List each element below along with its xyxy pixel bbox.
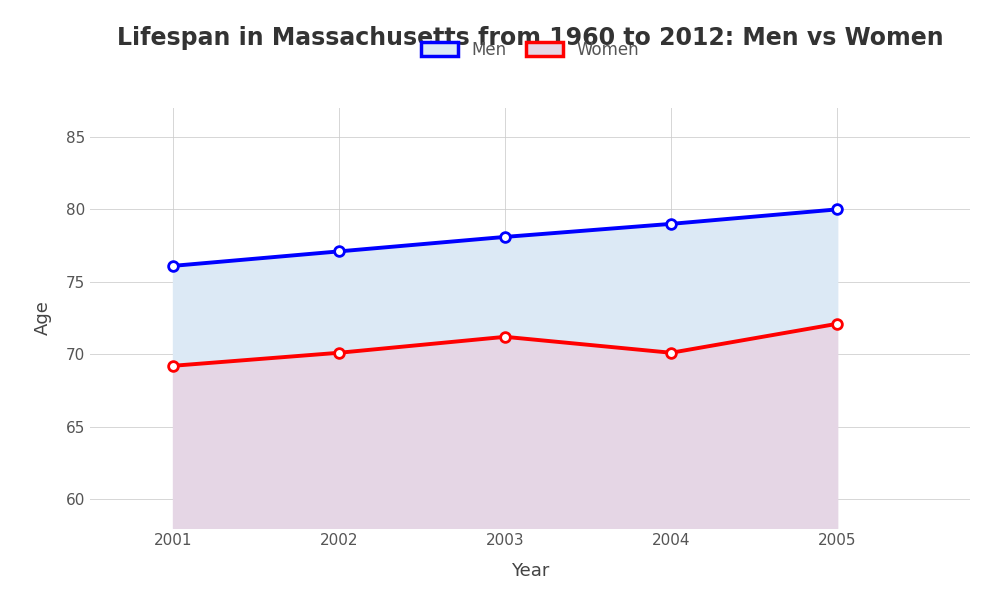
Title: Lifespan in Massachusetts from 1960 to 2012: Men vs Women: Lifespan in Massachusetts from 1960 to 2… bbox=[117, 26, 943, 50]
Y-axis label: Age: Age bbox=[34, 301, 52, 335]
X-axis label: Year: Year bbox=[511, 562, 549, 580]
Legend: Men, Women: Men, Women bbox=[421, 41, 639, 59]
